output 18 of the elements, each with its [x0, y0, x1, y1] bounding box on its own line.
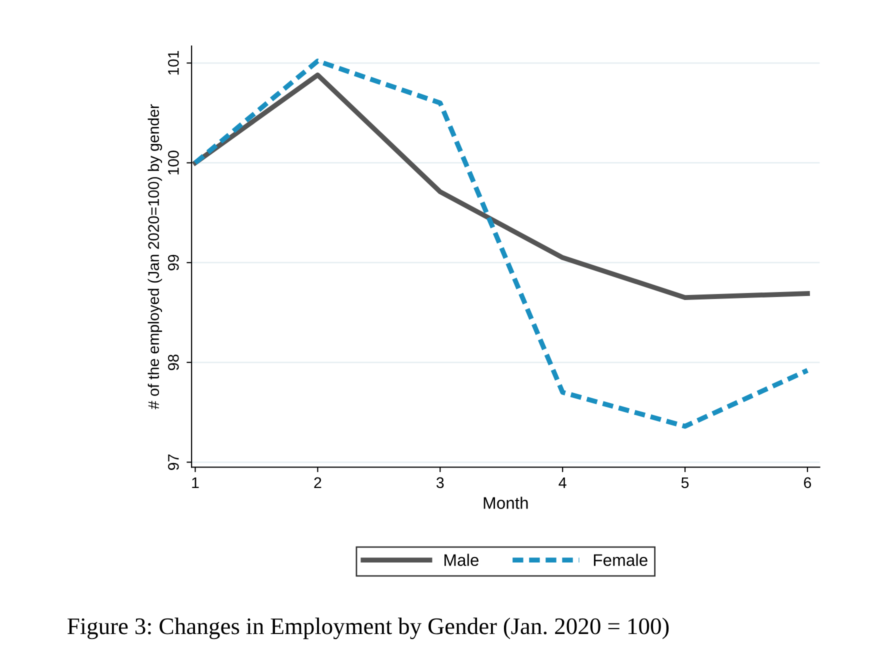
caption: Figure 3: Changes in Employment by Gender (Jan. 2020 = 100) [68, 618, 669, 640]
x-axis-title: Month [484, 496, 528, 509]
x-tick-label: 6 [804, 477, 812, 488]
y-axis-title: # of the employed (Jan 2020=100) by gender [148, 104, 162, 410]
x-tick-label: 2 [314, 477, 322, 488]
line-series [192, 72, 810, 300]
x-tick-label: 4 [558, 477, 566, 488]
y-tick-label: 100 [168, 150, 179, 174]
x-tick-label: 5 [681, 477, 689, 488]
y-tick-label: 99 [168, 254, 179, 270]
line-series [192, 58, 810, 429]
x-tick-label: 3 [436, 477, 444, 488]
y-tick-label: 98 [168, 354, 179, 370]
legend-label: Male [444, 554, 479, 566]
x-tick-label: 1 [192, 477, 199, 488]
y-tick-label: 97 [168, 454, 179, 470]
y-tick-label: 101 [168, 51, 179, 75]
legend-label: Female [594, 554, 648, 566]
